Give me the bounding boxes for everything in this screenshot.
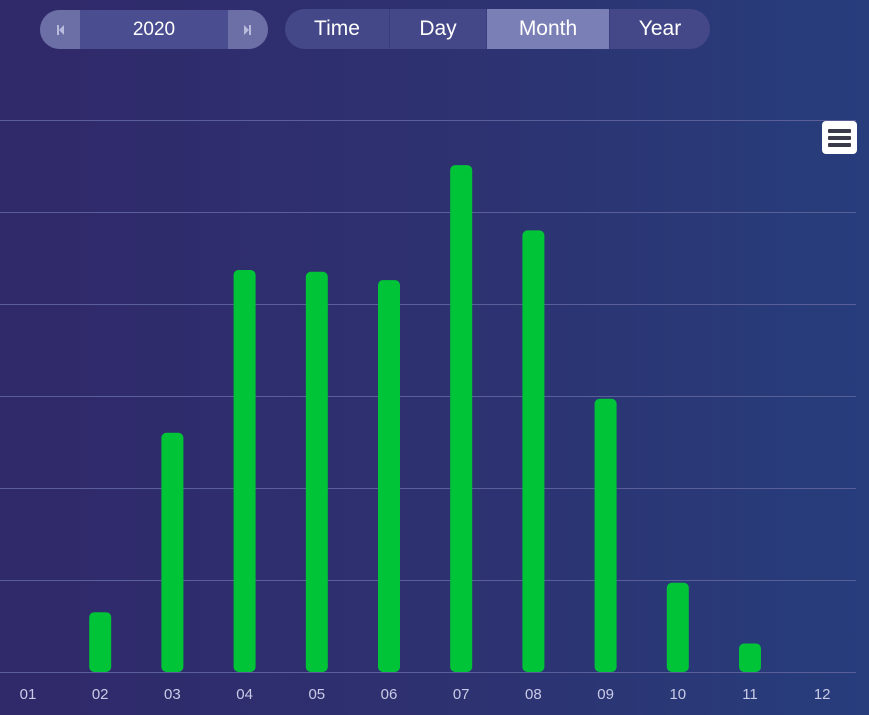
x-tick-label: 07 — [453, 686, 470, 703]
bar-month-09[interactable] — [594, 398, 617, 672]
bar-month-02[interactable] — [89, 612, 112, 672]
x-tick-label: 09 — [597, 686, 614, 703]
x-axis-labels: 01 02 03 04 05 06 07 08 09 10 11 12 — [20, 686, 831, 703]
x-tick-label: 12 — [814, 686, 831, 703]
x-tick-label: 06 — [381, 686, 398, 703]
tab-year[interactable]: Year — [609, 9, 710, 49]
x-tick-label: 03 — [164, 686, 181, 703]
tab-time[interactable]: Time — [314, 17, 360, 40]
x-tick-label: 10 — [669, 686, 686, 703]
year-selector: 2020 — [40, 10, 268, 49]
bar-month-11[interactable] — [739, 643, 761, 672]
tab-day[interactable]: Day — [389, 9, 486, 49]
x-tick-label: 02 — [92, 686, 109, 703]
bar-month-10[interactable] — [666, 582, 689, 672]
bar-month-06[interactable] — [378, 280, 400, 672]
bar-month-04[interactable] — [233, 269, 256, 672]
tab-month[interactable]: Month — [486, 9, 609, 49]
year-label: 2020 — [132, 19, 176, 40]
skip-forward-icon — [244, 25, 251, 35]
chart-grid — [0, 120, 856, 673]
x-tick-label: 05 — [308, 686, 325, 703]
bar-month-05[interactable] — [305, 271, 328, 672]
period-tabs: Time Day Month Year — [285, 9, 710, 49]
previous-year-button[interactable] — [40, 10, 80, 49]
x-tick-label: 04 — [236, 686, 253, 703]
x-tick-label: 01 — [20, 686, 37, 703]
next-year-button[interactable] — [228, 10, 268, 49]
chart-bars — [89, 165, 761, 672]
bar-month-03[interactable] — [161, 432, 184, 672]
bar-month-08[interactable] — [522, 230, 545, 672]
x-tick-label: 08 — [525, 686, 542, 703]
skip-back-icon — [57, 25, 64, 35]
bar-month-07[interactable] — [450, 165, 473, 672]
chart-menu-button[interactable] — [822, 121, 857, 154]
x-tick-label: 11 — [742, 686, 758, 703]
